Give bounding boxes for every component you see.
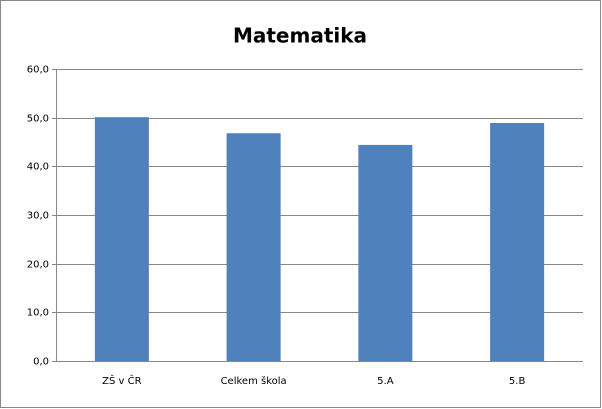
bar: [226, 133, 281, 361]
y-tick-label: 50,0: [27, 114, 49, 125]
x-tick-label: 5.A: [377, 376, 394, 387]
y-tick-label: 40,0: [27, 162, 49, 173]
x-tick-label: Celkem škola: [221, 375, 287, 387]
y-tick-label: 20,0: [27, 260, 49, 271]
bar: [490, 123, 545, 362]
x-tick-label: ZŠ v ČR: [102, 374, 141, 387]
x-tick-label: 5.B: [509, 376, 526, 387]
y-tick-label: 0,0: [33, 357, 49, 368]
bar: [94, 117, 149, 362]
y-tick-label: 30,0: [27, 211, 49, 222]
bar: [358, 144, 413, 361]
y-tick-label: 60,0: [27, 65, 49, 76]
chart-title: Matematika: [233, 24, 367, 48]
y-tick-label: 10,0: [27, 308, 49, 319]
